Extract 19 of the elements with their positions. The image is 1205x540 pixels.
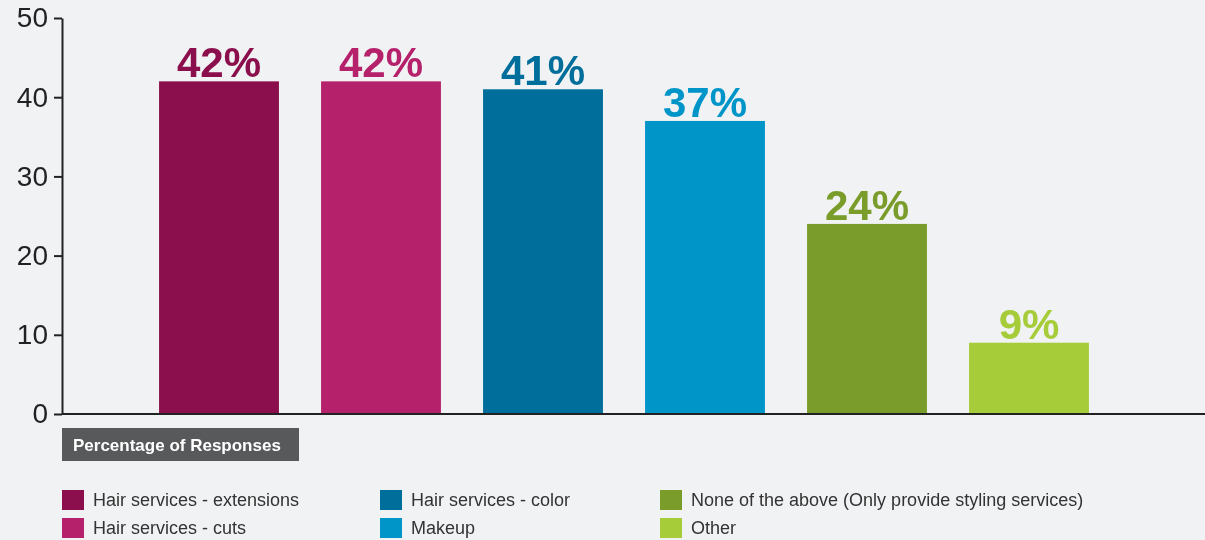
data-label: 42% [176,39,262,87]
legend-label: Other [691,518,737,539]
y-tick-label: 0 [32,398,48,430]
y-tick-label: 10 [16,319,48,351]
data-label: 42% [338,39,424,87]
y-tick-label: 50 [16,2,48,34]
y-tick-label: 20 [16,240,48,272]
data-label: 41% [500,47,586,95]
y-tick-label: 40 [16,81,48,113]
data-label: 9% [998,300,1060,348]
legend-label: Makeup [411,518,476,539]
x-axis-title: Percentage of Responses [73,435,281,455]
y-tick-label: 30 [16,160,48,192]
legend-label: Hair services - cuts [93,518,247,539]
data-label: 37% [662,78,748,126]
data-label: 24% [824,181,910,229]
legend-label: Hair services - extensions [93,490,300,511]
legend-label: Hair services - color [411,490,571,511]
legend-label: None of the above (Only provide styling services) [691,490,1084,511]
